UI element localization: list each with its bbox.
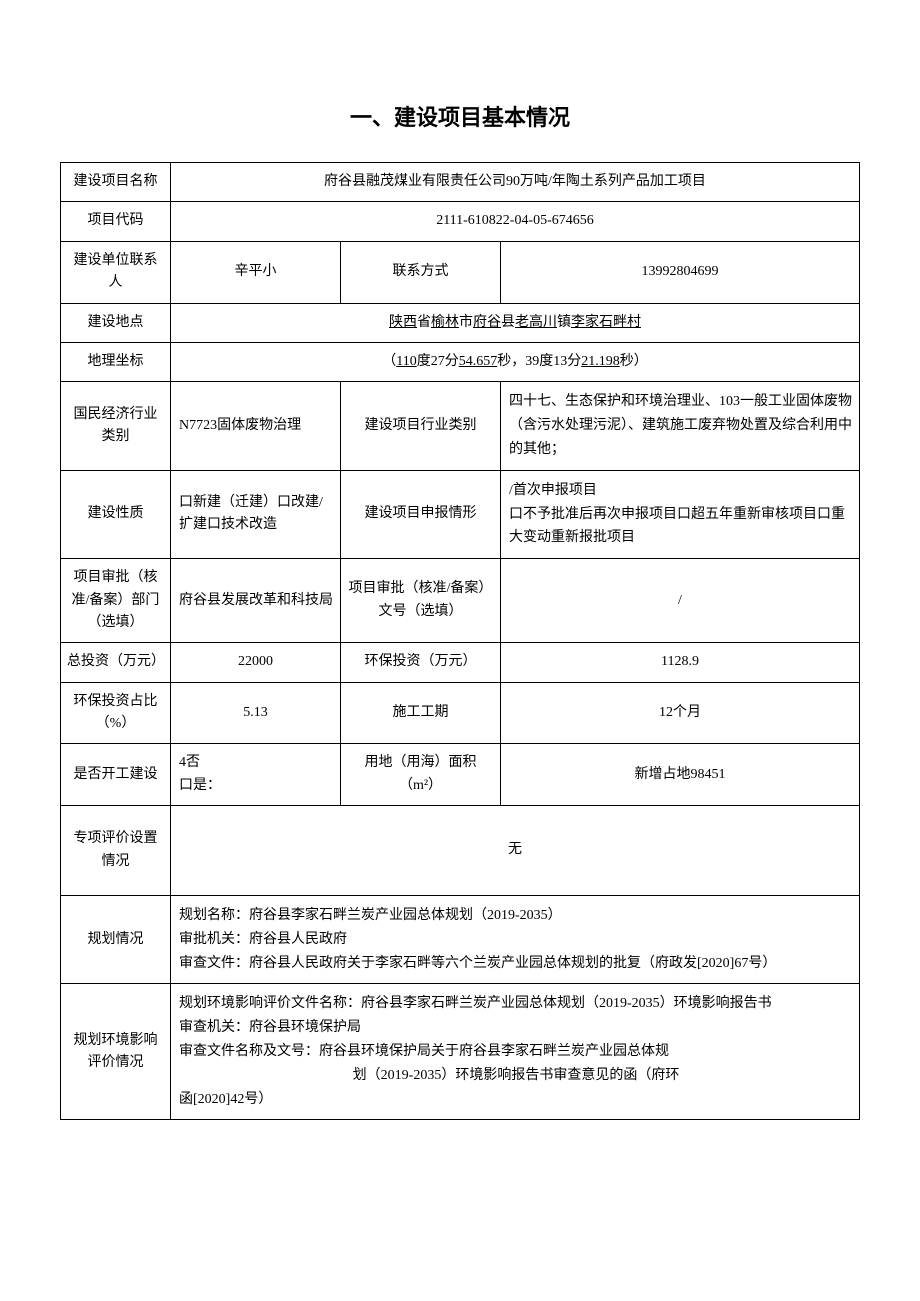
geo-part: 21.198 xyxy=(581,354,620,369)
total-invest-label: 总投资（万元） xyxy=(61,643,171,682)
project-code-label: 项目代码 xyxy=(61,202,171,241)
table-row: 总投资（万元） 22000 环保投资（万元） 1128.9 xyxy=(61,643,860,682)
industry-cat-value: N7723固体废物治理 xyxy=(171,382,341,470)
contact-person-value: 辛平小 xyxy=(171,241,341,303)
eia-line: 审查机关：府谷县环境保护局 xyxy=(179,1016,853,1040)
contact-person-label: 建设单位联系人 xyxy=(61,241,171,303)
env-ratio-label: 环保投资占比（%） xyxy=(61,682,171,744)
geo-part: 秒，39度13分 xyxy=(497,354,581,369)
geo-value: （110度27分54.657秒，39度13分21.198秒） xyxy=(171,342,860,381)
table-row: 建设性质 口新建（迁建）口改建/扩建口技术改造 建设项目申报情形 /首次申报项目… xyxy=(61,470,860,558)
contact-method-value: 13992804699 xyxy=(501,241,860,303)
table-row: 项目代码 2111-610822-04-05-674656 xyxy=(61,202,860,241)
eia-line: 函[2020]42号） xyxy=(179,1088,853,1112)
project-name-label: 建设项目名称 xyxy=(61,163,171,202)
started-label: 是否开工建设 xyxy=(61,744,171,806)
geo-part: （ xyxy=(382,354,396,369)
geo-part: 度27分 xyxy=(417,354,459,369)
total-invest-value: 22000 xyxy=(171,643,341,682)
loc-part: 榆林 xyxy=(431,315,459,330)
basic-info-table: 建设项目名称 府谷县融茂煤业有限责任公司90万吨/年陶土系列产品加工项目 项目代… xyxy=(60,162,860,1120)
loc-part: 陕西 xyxy=(389,315,417,330)
eia-label: 规划环境影响评价情况 xyxy=(61,984,171,1120)
loc-part: 县 xyxy=(501,315,515,330)
geo-label: 地理坐标 xyxy=(61,342,171,381)
loc-part: 李家石畔村 xyxy=(571,315,641,330)
project-code-value: 2111-610822-04-05-674656 xyxy=(171,202,860,241)
started-value: 4否 口是： xyxy=(171,744,341,806)
plan-label: 规划情况 xyxy=(61,896,171,984)
approval-no-value: / xyxy=(501,559,860,643)
geo-part: 110 xyxy=(396,354,416,369)
env-invest-label: 环保投资（万元） xyxy=(341,643,501,682)
industry-type-label: 建设项目行业类别 xyxy=(341,382,501,470)
location-label: 建设地点 xyxy=(61,303,171,342)
industry-cat-label: 国民经济行业类别 xyxy=(61,382,171,470)
table-row: 项目审批（核准/备案）部门（选填） 府谷县发展改革和科技局 项目审批（核准/备案… xyxy=(61,559,860,643)
loc-part: 府谷 xyxy=(473,315,501,330)
section-title: 一、建设项目基本情况 xyxy=(60,100,860,132)
table-row: 是否开工建设 4否 口是： 用地（用海）面积（m²） 新增占地98451 xyxy=(61,744,860,806)
env-invest-value: 1128.9 xyxy=(501,643,860,682)
declare-value: /首次申报项目 口不予批准后再次申报项目口超五年重新审核项目口重大变动重新报批项… xyxy=(501,470,860,558)
table-row: 环保投资占比（%） 5.13 施工工期 12个月 xyxy=(61,682,860,744)
approval-no-label: 项目审批（核准/备案）文号（选填） xyxy=(341,559,501,643)
eia-line: 划（2019-2035）环境影响报告书审查意见的函（府环 xyxy=(179,1064,853,1088)
approval-dept-value: 府谷县发展改革和科技局 xyxy=(171,559,341,643)
table-row: 规划情况 规划名称：府谷县李家石畔兰炭产业园总体规划（2019-2035） 审批… xyxy=(61,896,860,984)
loc-part: 老高川 xyxy=(515,315,557,330)
table-row: 地理坐标 （110度27分54.657秒，39度13分21.198秒） xyxy=(61,342,860,381)
nature-value: 口新建（迁建）口改建/扩建口技术改造 xyxy=(171,470,341,558)
land-value: 新增占地98451 xyxy=(501,744,860,806)
plan-line: 审批机关：府谷县人民政府 xyxy=(179,928,853,952)
special-eval-value: 无 xyxy=(171,806,860,896)
loc-part: 省 xyxy=(417,315,431,330)
table-row: 专项评价设置情况 无 xyxy=(61,806,860,896)
declare-label: 建设项目申报情形 xyxy=(341,470,501,558)
table-row: 建设项目名称 府谷县融茂煤业有限责任公司90万吨/年陶土系列产品加工项目 xyxy=(61,163,860,202)
contact-method-label: 联系方式 xyxy=(341,241,501,303)
table-row: 建设地点 陕西省榆林市府谷县老高川镇李家石畔村 xyxy=(61,303,860,342)
loc-part: 镇 xyxy=(557,315,571,330)
plan-line: 规划名称：府谷县李家石畔兰炭产业园总体规划（2019-2035） xyxy=(179,904,853,928)
table-row: 国民经济行业类别 N7723固体废物治理 建设项目行业类别 四十七、生态保护和环… xyxy=(61,382,860,470)
plan-value: 规划名称：府谷县李家石畔兰炭产业园总体规划（2019-2035） 审批机关：府谷… xyxy=(171,896,860,984)
plan-line: 审查文件：府谷县人民政府关于李家石畔等六个兰炭产业园总体规划的批复（府政发[20… xyxy=(179,952,853,976)
loc-part: 市 xyxy=(459,315,473,330)
period-value: 12个月 xyxy=(501,682,860,744)
period-label: 施工工期 xyxy=(341,682,501,744)
industry-type-value: 四十七、生态保护和环境治理业、103一般工业固体废物（含污水处理污泥）、建筑施工… xyxy=(501,382,860,470)
table-row: 建设单位联系人 辛平小 联系方式 13992804699 xyxy=(61,241,860,303)
geo-part: 秒） xyxy=(620,354,648,369)
eia-line: 审查文件名称及文号：府谷县环境保护局关于府谷县李家石畔兰炭产业园总体规 xyxy=(179,1040,853,1064)
eia-line: 规划环境影响评价文件名称：府谷县李家石畔兰炭产业园总体规划（2019-2035）… xyxy=(179,992,853,1016)
geo-part: 54.657 xyxy=(459,354,498,369)
table-row: 规划环境影响评价情况 规划环境影响评价文件名称：府谷县李家石畔兰炭产业园总体规划… xyxy=(61,984,860,1120)
project-name-value: 府谷县融茂煤业有限责任公司90万吨/年陶土系列产品加工项目 xyxy=(171,163,860,202)
env-ratio-value: 5.13 xyxy=(171,682,341,744)
eia-value: 规划环境影响评价文件名称：府谷县李家石畔兰炭产业园总体规划（2019-2035）… xyxy=(171,984,860,1120)
approval-dept-label: 项目审批（核准/备案）部门（选填） xyxy=(61,559,171,643)
location-value: 陕西省榆林市府谷县老高川镇李家石畔村 xyxy=(171,303,860,342)
nature-label: 建设性质 xyxy=(61,470,171,558)
land-label: 用地（用海）面积（m²） xyxy=(341,744,501,806)
special-eval-label: 专项评价设置情况 xyxy=(61,806,171,896)
